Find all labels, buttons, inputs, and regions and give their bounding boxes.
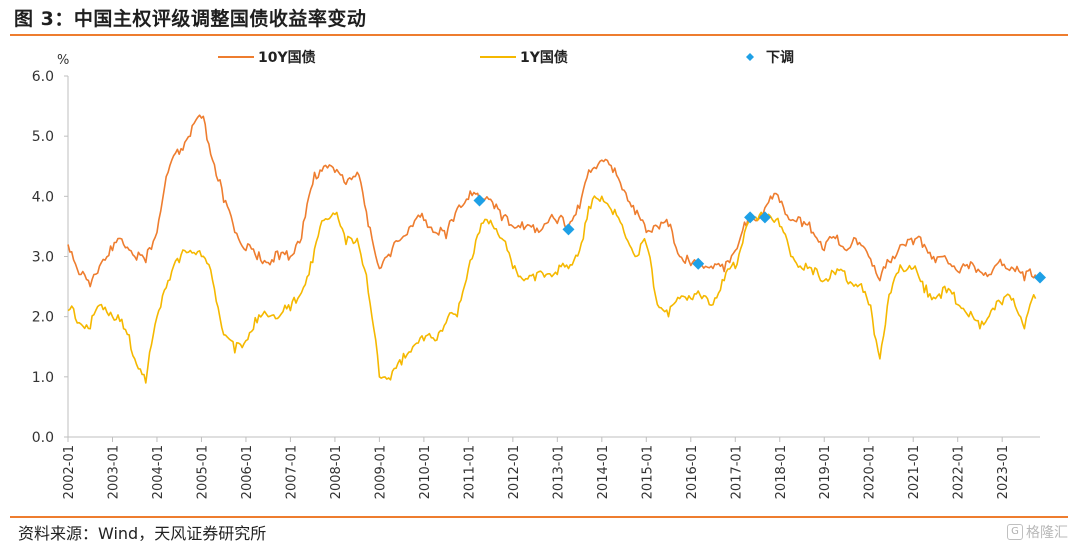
x-tick-label: 2004-01 bbox=[151, 445, 166, 499]
y-tick-label: 3.0 bbox=[32, 250, 54, 266]
watermark-logo-icon: G bbox=[1007, 524, 1023, 540]
source-note: 资料来源：Wind，天风证券研究所 bbox=[18, 524, 267, 543]
y-tick-label: 6.0 bbox=[32, 69, 54, 85]
y-tick-label: 4.0 bbox=[32, 189, 54, 205]
downgrade-marker bbox=[1034, 271, 1046, 284]
x-tick-label: 2006-01 bbox=[240, 445, 255, 499]
series-line-10y bbox=[67, 114, 1037, 288]
x-tick-label: 2014-01 bbox=[596, 445, 611, 499]
x-tick-label: 2011-01 bbox=[462, 445, 477, 499]
downgrade-marker bbox=[758, 211, 771, 224]
downgrade-marker bbox=[562, 223, 575, 236]
title-divider bbox=[10, 34, 1068, 36]
x-tick-label: 2009-01 bbox=[373, 445, 388, 499]
legend-downgrade-label: 下调 bbox=[766, 50, 794, 66]
x-tick-label: 2012-01 bbox=[507, 445, 522, 499]
watermark: G 格隆汇 bbox=[1007, 522, 1068, 542]
x-tick-label: 2017-01 bbox=[729, 445, 744, 499]
x-tick-label: 2002-01 bbox=[62, 445, 77, 499]
y-axis-label: % bbox=[57, 53, 69, 68]
y-tick-label: 1.0 bbox=[32, 370, 54, 386]
yield-chart: 0.0 1.0 2.0 3.0 4.0 5.0 6.0% 2002-01 2003-01 2004… bbox=[32, 49, 1046, 499]
legend-10y-label: 10Y国债 bbox=[258, 49, 316, 66]
y-tick-label: 5.0 bbox=[32, 129, 54, 145]
x-tick-label: 2022-01 bbox=[952, 445, 967, 499]
source-divider bbox=[10, 516, 1068, 518]
downgrade-marker bbox=[692, 257, 705, 270]
x-tick-label: 2007-01 bbox=[284, 445, 299, 499]
x-tick-label: 2005-01 bbox=[195, 445, 210, 499]
legend-1y-label: 1Y国债 bbox=[520, 49, 568, 66]
x-tick-label: 2008-01 bbox=[329, 445, 344, 499]
x-tick-label: 2019-01 bbox=[818, 445, 833, 499]
x-tick-label: 2018-01 bbox=[774, 445, 789, 499]
x-tick-label: 2020-01 bbox=[863, 445, 878, 499]
x-tick-label: 2003-01 bbox=[106, 445, 121, 499]
x-tick-label: 2016-01 bbox=[685, 445, 700, 499]
watermark-text: 格隆汇 bbox=[1026, 525, 1068, 541]
page-title: 图 3：中国主权评级调整国债收益率变动 bbox=[14, 8, 367, 30]
legend-downgrade-swatch bbox=[746, 53, 754, 61]
x-tick-label: 2023-01 bbox=[996, 445, 1011, 499]
downgrade-marker bbox=[744, 211, 757, 224]
x-tick-label: 2021-01 bbox=[907, 445, 922, 499]
x-tick-label: 2010-01 bbox=[418, 445, 433, 499]
x-tick-label: 2013-01 bbox=[551, 445, 566, 499]
series-line-1y bbox=[67, 195, 1037, 384]
x-tick-label: 2015-01 bbox=[640, 445, 655, 499]
y-tick-label: 2.0 bbox=[32, 310, 54, 326]
y-tick-label: 0.0 bbox=[32, 430, 54, 446]
downgrade-marker bbox=[473, 194, 486, 207]
